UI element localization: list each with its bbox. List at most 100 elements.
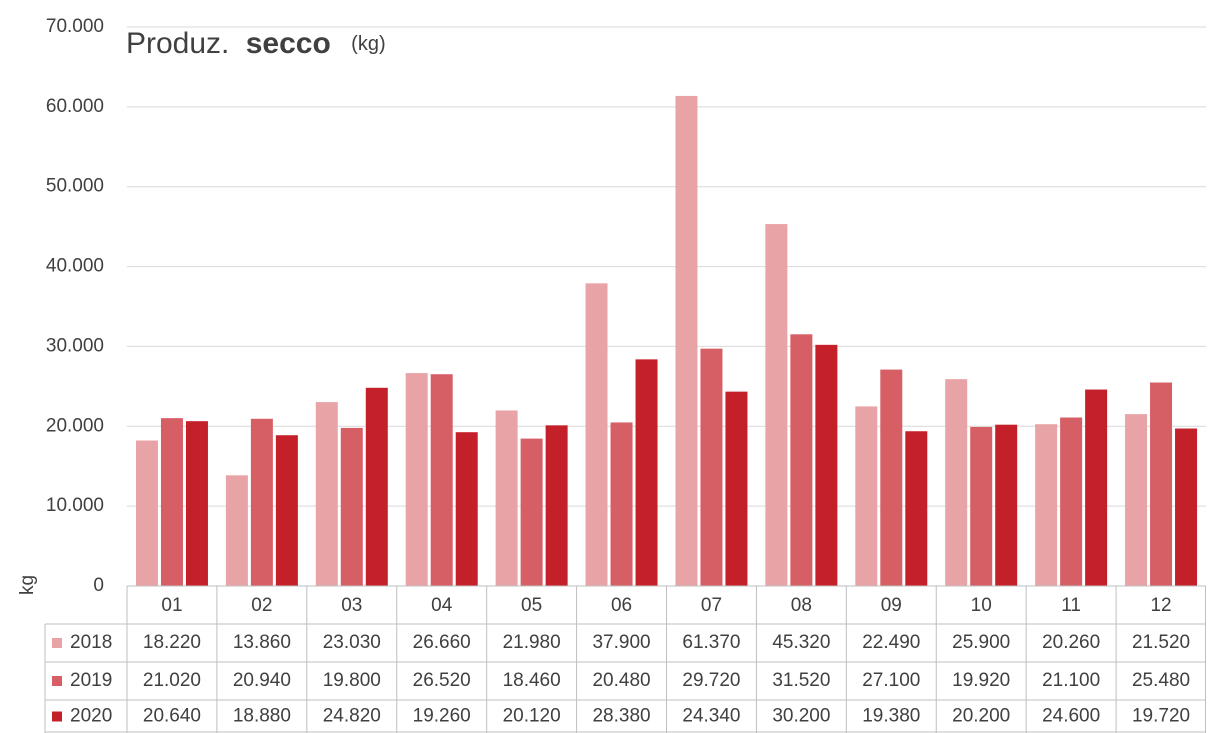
bar (1035, 424, 1058, 586)
x-tick-label: 12 (1150, 595, 1171, 616)
x-tick-label: 04 (431, 595, 453, 616)
table-value: 18.220 (143, 632, 201, 653)
bar (995, 424, 1018, 586)
bar (405, 373, 428, 586)
table-value: 19.260 (413, 706, 471, 727)
table-value: 45.320 (772, 632, 830, 653)
x-tick-label: 01 (161, 595, 182, 616)
table-value: 20.120 (503, 706, 561, 727)
legend-label: 2020 (70, 706, 112, 727)
bar (315, 402, 338, 586)
table-value: 25.900 (952, 632, 1010, 653)
bar (365, 387, 388, 586)
table-value: 13.860 (233, 632, 291, 653)
table-value: 24.820 (323, 706, 381, 727)
table-value: 21.100 (1042, 670, 1100, 691)
y-tick-label: 0 (93, 575, 104, 596)
table-value: 26.660 (413, 632, 471, 653)
title-part: Produz. (126, 27, 229, 60)
x-tick-label: 10 (971, 595, 992, 616)
chart-title: Produz. secco (kg) (126, 27, 386, 60)
bar (1150, 382, 1173, 586)
table-value: 37.900 (592, 632, 650, 653)
bar (250, 418, 273, 586)
y-tick-label: 30.000 (46, 335, 104, 356)
bar (545, 425, 568, 586)
title-part: secco (246, 27, 331, 60)
table-value: 24.340 (682, 706, 740, 727)
table-value: 18.460 (503, 670, 561, 691)
x-tick-label: 06 (611, 595, 632, 616)
x-tick-label: 05 (521, 595, 542, 616)
table-value: 22.490 (862, 632, 920, 653)
table-value: 25.480 (1132, 670, 1190, 691)
title-part: (kg) (351, 33, 385, 55)
table-value: 30.200 (772, 706, 830, 727)
table-value: 31.520 (772, 670, 830, 691)
y-tick-label: 60.000 (46, 96, 104, 117)
table-value: 20.640 (143, 706, 201, 727)
table-value: 19.920 (952, 670, 1010, 691)
table-value: 20.200 (952, 706, 1010, 727)
bar (765, 224, 788, 586)
table-value: 26.520 (413, 670, 471, 691)
y-tick-label: 10.000 (46, 495, 104, 516)
table-value: 23.030 (323, 632, 381, 653)
x-tick-label: 11 (1061, 595, 1081, 616)
y-tick-label: 20.000 (46, 415, 104, 436)
bar (815, 344, 838, 586)
bar (455, 432, 478, 586)
bar (430, 374, 453, 586)
legend-label: 2019 (70, 670, 112, 691)
table-value: 18.880 (233, 706, 291, 727)
legend-swatch (52, 638, 62, 648)
bar (700, 348, 723, 586)
bar (1175, 428, 1198, 586)
bar (1125, 414, 1148, 586)
x-tick-label: 07 (701, 595, 722, 616)
bar (520, 438, 543, 586)
legend-swatch (52, 711, 62, 722)
y-axis-label: kg (17, 575, 38, 595)
y-tick-label: 40.000 (46, 256, 104, 277)
table-value: 24.600 (1042, 706, 1100, 727)
table-value: 21.520 (1132, 632, 1190, 653)
bar (585, 283, 608, 586)
table-value: 19.720 (1132, 706, 1190, 727)
bar (635, 359, 658, 586)
bar (945, 379, 968, 586)
table-value: 20.480 (592, 670, 650, 691)
y-tick-label: 50.000 (46, 176, 104, 197)
bar (725, 391, 748, 586)
table-value: 28.380 (592, 706, 650, 727)
bar (275, 435, 298, 586)
legend-label: 2018 (70, 632, 112, 653)
table-value: 19.800 (323, 670, 381, 691)
x-tick-label: 09 (881, 595, 902, 616)
y-tick-label: 70.000 (46, 16, 104, 37)
x-tick-label: 03 (341, 595, 362, 616)
table-value: 27.100 (862, 670, 920, 691)
bar (880, 369, 903, 586)
table-value: 29.720 (682, 670, 740, 691)
legend-swatch (52, 676, 62, 686)
table-value: 21.980 (503, 632, 561, 653)
bar (1060, 417, 1083, 586)
table-value: 21.020 (143, 670, 201, 691)
bar (970, 426, 993, 586)
bar (790, 334, 813, 586)
bar (855, 406, 878, 586)
x-tick-label: 02 (251, 595, 272, 616)
table-value: 61.370 (682, 632, 740, 653)
bar (905, 431, 928, 586)
bar (160, 418, 183, 586)
table-value: 20.940 (233, 670, 291, 691)
table-value: 20.260 (1042, 632, 1100, 653)
bar (675, 95, 698, 586)
bar (135, 440, 158, 586)
bar (1085, 389, 1108, 586)
bar (340, 427, 363, 586)
bar (185, 421, 208, 586)
bar (495, 410, 518, 586)
